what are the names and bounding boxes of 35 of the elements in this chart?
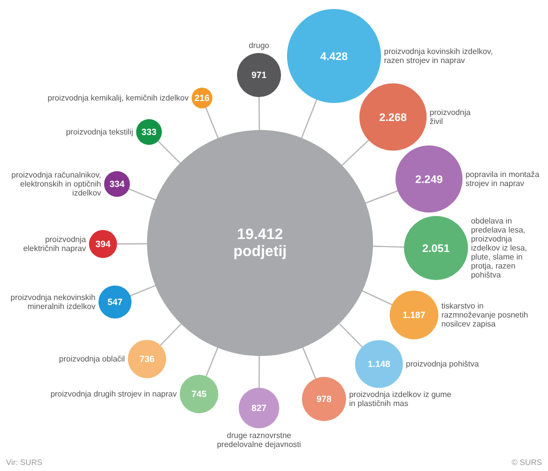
data-label: 2.249 xyxy=(415,174,443,186)
data-label: 216 xyxy=(194,93,210,104)
data-label: 978 xyxy=(316,394,332,404)
category-label: proizvodnja živil xyxy=(430,108,472,126)
category-label: proizvodnja tekstilij xyxy=(66,128,134,136)
category-label: popravila in montaža strojev in naprav xyxy=(465,170,540,188)
data-label: 4.428 xyxy=(320,50,348,63)
category-label: proizvodnja izdelkov iz gume in plastičnih mas xyxy=(349,390,452,408)
category-label: proizvodnja kemikalij, kemičnih izdelkov xyxy=(48,94,189,102)
category-label: proizvodnja električnih naprav xyxy=(22,235,86,253)
data-label: 394 xyxy=(95,239,111,250)
data-label: 334 xyxy=(109,179,125,190)
data-label: 333 xyxy=(141,127,157,138)
data-label: 2.268 xyxy=(379,112,407,124)
category-label: obdelava in predelava lesa, proizvodnja izdelkov iz lesa, plute, slame in protja, razen pohištva xyxy=(470,216,528,280)
category-label: proizvodnja kovinskih izdelkov, razen strojev in naprav xyxy=(384,47,494,65)
data-label: 1.148 xyxy=(368,359,390,370)
category-label: proizvodnja nekovinskih mineralnih izdelkov xyxy=(10,293,96,311)
text: © SURS xyxy=(512,458,542,467)
text: Vir: SURS xyxy=(6,458,42,467)
data-label: 745 xyxy=(191,389,207,400)
category-label: proizvodnja računalnikov, elektronskih in optičnih izdelkov xyxy=(10,170,102,198)
category-label: proizvodnja pohištva xyxy=(406,360,479,368)
category-label: proizvodnja drugih strojev in naprav xyxy=(50,390,177,398)
data-label: 2.051 xyxy=(422,242,450,255)
text: 19.412 podjetij xyxy=(232,226,288,260)
data-label: 547 xyxy=(107,297,123,308)
data-label: 827 xyxy=(251,403,267,414)
category-label: druge raznovrstne predelovalne dejavnosti xyxy=(216,431,302,450)
data-label: 971 xyxy=(251,70,267,80)
category-label: drugo xyxy=(248,40,270,50)
data-label: 1.187 xyxy=(402,310,426,320)
data-label: 736 xyxy=(139,354,155,364)
category-label: proizvodnja oblačil xyxy=(59,354,125,364)
category-label: tiskarstvo in razmnoževanje posnetih nosilcev zapisa xyxy=(441,302,530,328)
